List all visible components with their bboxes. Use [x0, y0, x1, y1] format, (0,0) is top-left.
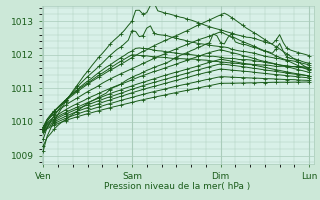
X-axis label: Pression niveau de la mer( hPa ): Pression niveau de la mer( hPa )	[104, 182, 251, 191]
